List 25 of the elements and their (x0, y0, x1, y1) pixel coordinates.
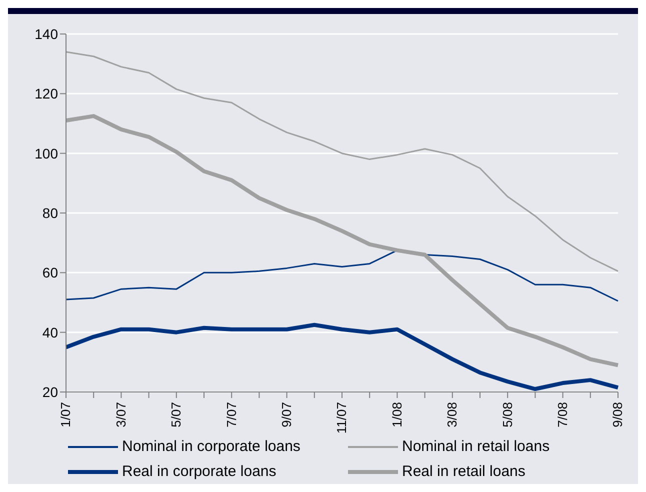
x-tick-label: 9/07 (279, 402, 294, 428)
x-tick-label: 3/08 (444, 402, 460, 428)
x-tick-label: 9/08 (610, 402, 626, 428)
x-tick-label: 7/08 (555, 402, 570, 428)
y-tick-label: 80 (42, 204, 58, 221)
legend-label: Real in retail loans (402, 463, 526, 480)
y-tick-label: 140 (34, 26, 58, 42)
x-tick-label: 5/07 (168, 402, 184, 428)
y-tick-label: 100 (34, 145, 58, 162)
x-tick-label: 1/08 (389, 402, 404, 428)
y-tick-label: 20 (42, 384, 58, 400)
x-tick-label: 7/07 (224, 402, 239, 428)
line-series (65, 51, 619, 272)
x-tick-label: 3/07 (113, 402, 128, 428)
x-tick-label: 5/08 (500, 402, 515, 428)
y-tick-label: 40 (42, 324, 58, 340)
y-tick-label: 120 (34, 86, 58, 102)
legend-label: Real in corporate loans (122, 463, 276, 480)
x-tick-label: 11/07 (334, 402, 350, 434)
line-series (64, 114, 620, 368)
line-series (65, 250, 619, 302)
x-tick-label: 1/07 (58, 402, 74, 428)
legend-label: Nominal in retail loans (402, 438, 550, 455)
y-tick-label: 60 (42, 264, 58, 281)
legend-label: Nominal in corporate loans (122, 438, 300, 455)
